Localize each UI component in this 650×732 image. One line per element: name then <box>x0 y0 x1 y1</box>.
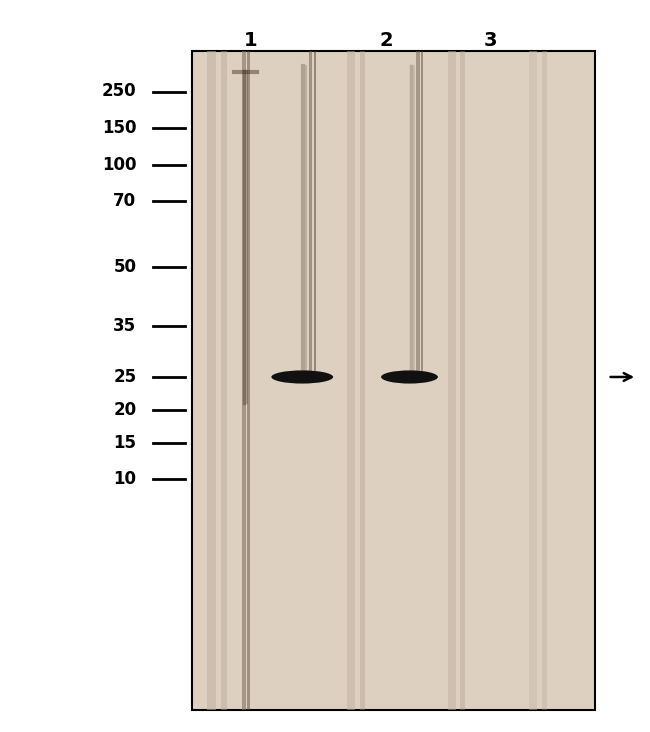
Bar <box>421 51 423 377</box>
Bar <box>242 51 246 710</box>
Bar <box>309 51 312 377</box>
Text: 250: 250 <box>102 83 136 100</box>
Bar <box>207 51 216 710</box>
Bar <box>313 51 316 377</box>
Bar <box>417 51 420 377</box>
Bar <box>221 51 228 710</box>
Text: 25: 25 <box>113 368 136 386</box>
Bar <box>360 51 365 710</box>
Text: 50: 50 <box>114 258 136 276</box>
Bar <box>529 51 537 710</box>
Bar <box>247 51 250 710</box>
Bar <box>347 51 355 710</box>
Text: 70: 70 <box>113 193 136 210</box>
Bar <box>192 51 595 710</box>
Text: 3: 3 <box>484 31 497 50</box>
Text: 35: 35 <box>113 317 136 335</box>
Text: 20: 20 <box>113 401 136 419</box>
Text: 1: 1 <box>244 31 257 50</box>
Text: 150: 150 <box>102 119 136 137</box>
Text: 10: 10 <box>114 471 136 488</box>
Text: 2: 2 <box>380 31 393 50</box>
Ellipse shape <box>381 370 438 384</box>
Text: 15: 15 <box>114 434 136 452</box>
Ellipse shape <box>272 370 333 384</box>
Bar <box>460 51 465 710</box>
Bar <box>542 51 547 710</box>
Bar <box>448 51 456 710</box>
Text: 100: 100 <box>102 156 136 173</box>
